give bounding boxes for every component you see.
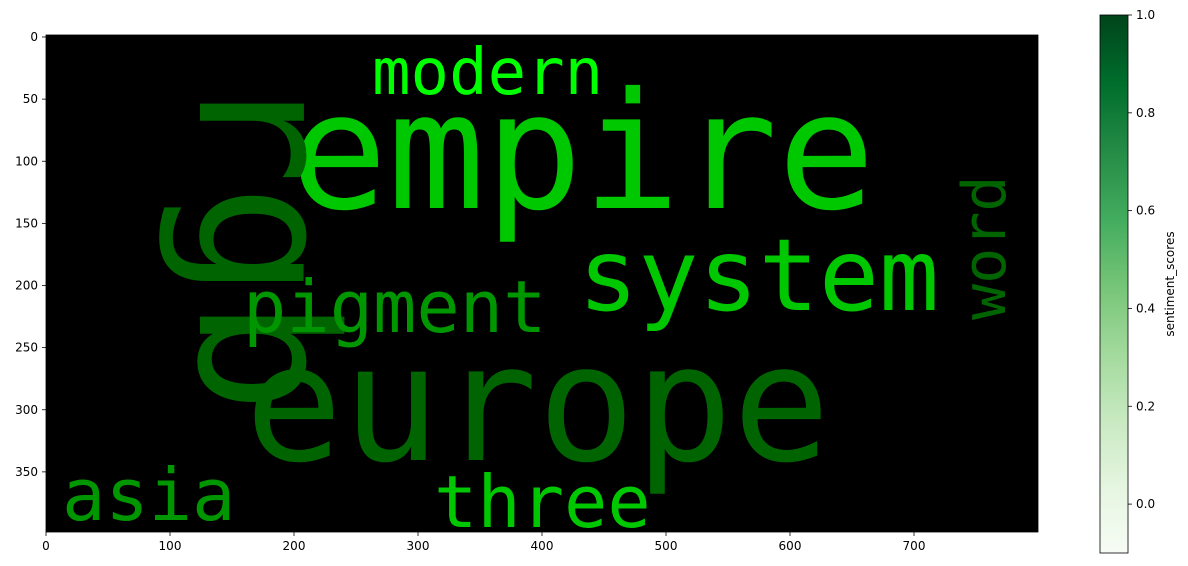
y-tick-label: 200 [15, 279, 38, 293]
x-tick-label: 100 [159, 539, 182, 553]
word-modern: modern [372, 36, 603, 110]
colorbar-tick-label: 0.2 [1136, 399, 1155, 413]
y-axis: 0 50 100 150 200 250 300 350 [15, 30, 46, 479]
y-tick-label: 0 [30, 30, 38, 44]
colorbar-tick-label: 0.4 [1136, 301, 1155, 315]
x-tick-label: 0 [42, 539, 50, 553]
word-pigment: pigment [243, 265, 546, 349]
colorbar-tick-label: 1.0 [1136, 8, 1155, 22]
colorbar [1099, 14, 1129, 554]
y-tick-label: 50 [23, 92, 38, 106]
y-tick-label: 150 [15, 216, 38, 230]
colorbar-tick-label: 0.8 [1136, 106, 1155, 120]
colorbar-tick-label: 0.6 [1136, 204, 1155, 218]
word-empire: empire [290, 59, 875, 247]
word-europe: europe [245, 311, 830, 499]
word-three: three [434, 460, 651, 544]
y-tick-label: 350 [15, 465, 38, 479]
colorbar-label: sentiment_scores [1163, 231, 1177, 336]
y-tick-label: 250 [15, 341, 38, 355]
x-tick-label: 700 [903, 539, 926, 553]
x-tick-label: 400 [531, 539, 554, 553]
word-rgb: rgb [155, 70, 376, 413]
colorbar-ticks: 0.0 0.2 0.4 0.6 0.8 1.0 [1128, 8, 1155, 511]
y-tick-label: 300 [15, 403, 38, 417]
word-asia: asia [62, 453, 235, 537]
word-system: system [578, 217, 939, 334]
x-tick-label: 500 [655, 539, 678, 553]
x-axis: 0 100 200 300 400 500 600 700 [42, 532, 925, 553]
x-tick-label: 600 [779, 539, 802, 553]
word-word: word [950, 176, 1020, 321]
y-tick-label: 100 [15, 154, 38, 168]
x-tick-label: 300 [407, 539, 430, 553]
x-tick-label: 200 [283, 539, 306, 553]
colorbar-tick-label: 0.0 [1136, 497, 1155, 511]
wordcloud-background [46, 35, 1038, 532]
